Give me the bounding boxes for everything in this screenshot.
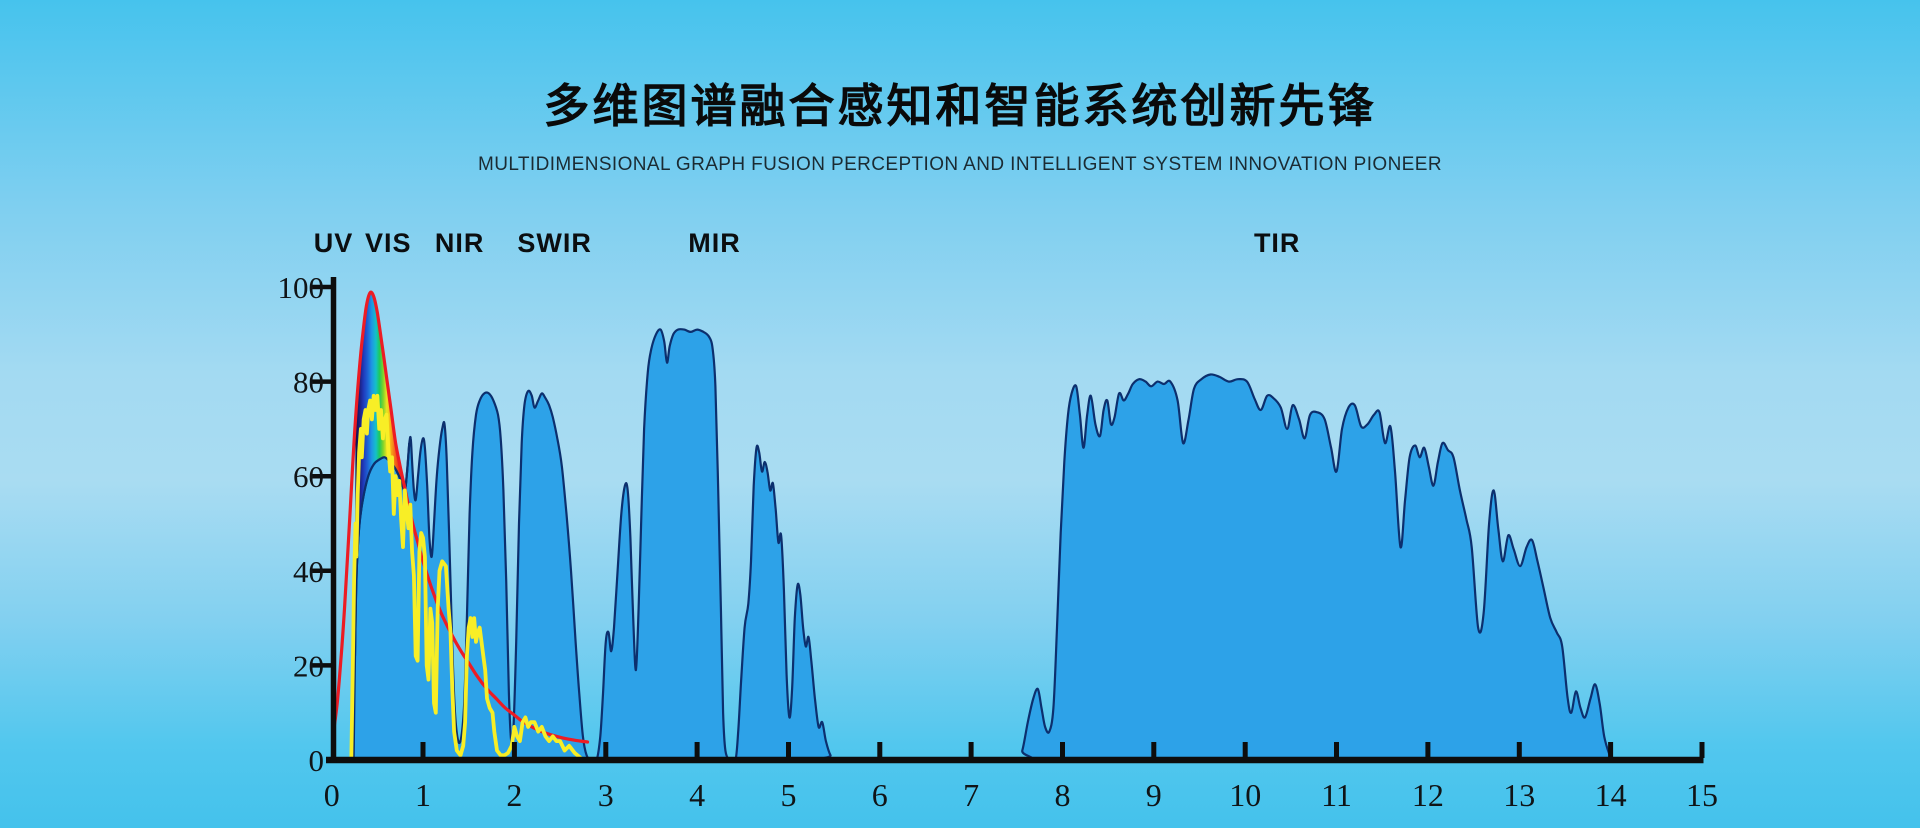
- x-tick-label: 0: [324, 777, 340, 813]
- band-label-tir: TIR: [1254, 228, 1301, 258]
- page-title: 多维图谱融合感知和智能系统创新先锋: [543, 80, 1377, 132]
- x-tick-label: 13: [1503, 777, 1535, 813]
- x-tick-label: 7: [963, 777, 979, 813]
- y-tick-label: 100: [278, 270, 325, 305]
- x-tick-label: 10: [1229, 777, 1261, 813]
- band-label-mir: MIR: [688, 228, 741, 258]
- page-subtitle: MULTIDIMENSIONAL GRAPH FUSION PERCEPTION…: [478, 154, 1442, 175]
- band-label-swir: SWIR: [517, 228, 592, 258]
- y-tick-label: 0: [309, 743, 325, 778]
- band-label-vis: VIS: [365, 228, 412, 258]
- x-tick-label: 15: [1686, 777, 1718, 813]
- x-tick-label: 1: [415, 777, 431, 813]
- y-tick-label: 60: [293, 459, 324, 494]
- x-tick-label: 12: [1412, 777, 1444, 813]
- band-label-nir: NIR: [435, 228, 485, 258]
- axes: [312, 277, 1705, 764]
- band-labels: UV VIS NIR SWIR MIR TIR: [314, 228, 1301, 258]
- solar-spectrum-curve: [349, 393, 583, 762]
- y-tick-label: 80: [293, 365, 324, 400]
- x-tick-label: 2: [506, 777, 522, 813]
- x-tick-label: 4: [689, 777, 705, 813]
- y-tick-label: 40: [293, 554, 324, 589]
- visible-spectrum-band: [355, 292, 405, 656]
- x-tick-label: 11: [1321, 777, 1352, 813]
- x-tick-label: 5: [781, 777, 797, 813]
- x-tick-label: 9: [1146, 777, 1162, 813]
- transmission-windows-area: [352, 328, 1614, 762]
- x-tick-label: 3: [598, 777, 614, 813]
- x-tick-label: 14: [1595, 777, 1627, 813]
- band-label-uv: UV: [314, 228, 354, 258]
- y-tick-label: 20: [293, 648, 324, 683]
- x-tick-label: 6: [872, 777, 888, 813]
- x-tick-label: 8: [1055, 777, 1071, 813]
